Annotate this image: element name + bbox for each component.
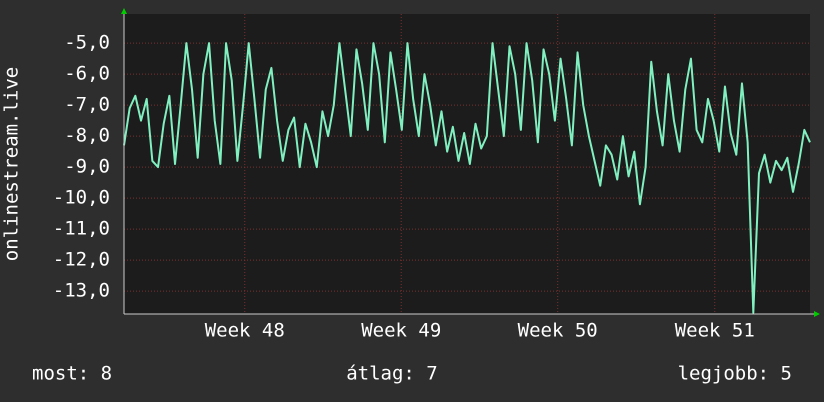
y-tick-label: -6,0 <box>64 63 110 85</box>
x-arrow <box>814 311 820 317</box>
y-tick-label: -9,0 <box>64 156 110 178</box>
x-tick-label: Week 51 <box>675 320 755 342</box>
x-tick-label: Week 48 <box>205 320 285 342</box>
y-tick-label: -10,0 <box>53 187 110 209</box>
y-arrow <box>121 8 127 14</box>
x-tick-label: Week 50 <box>518 320 598 342</box>
footer-best: legjobb: 5 <box>678 363 792 385</box>
data-line <box>123 42 811 314</box>
y-tick-label: -13,0 <box>53 280 110 302</box>
y-tick-label: -8,0 <box>64 125 110 147</box>
plot-area <box>124 14 810 314</box>
y-tick-label: -5,0 <box>64 32 110 54</box>
y-tick-label: -7,0 <box>64 94 110 116</box>
y-tick-label: -12,0 <box>53 249 110 271</box>
y-tick-label: -11,0 <box>53 218 110 240</box>
y-axis-label: onlinestream.live <box>1 67 23 261</box>
footer-average: átlag: 7 <box>346 363 438 385</box>
x-tick-label: Week 49 <box>361 320 441 342</box>
footer-current: most: 8 <box>32 363 112 385</box>
